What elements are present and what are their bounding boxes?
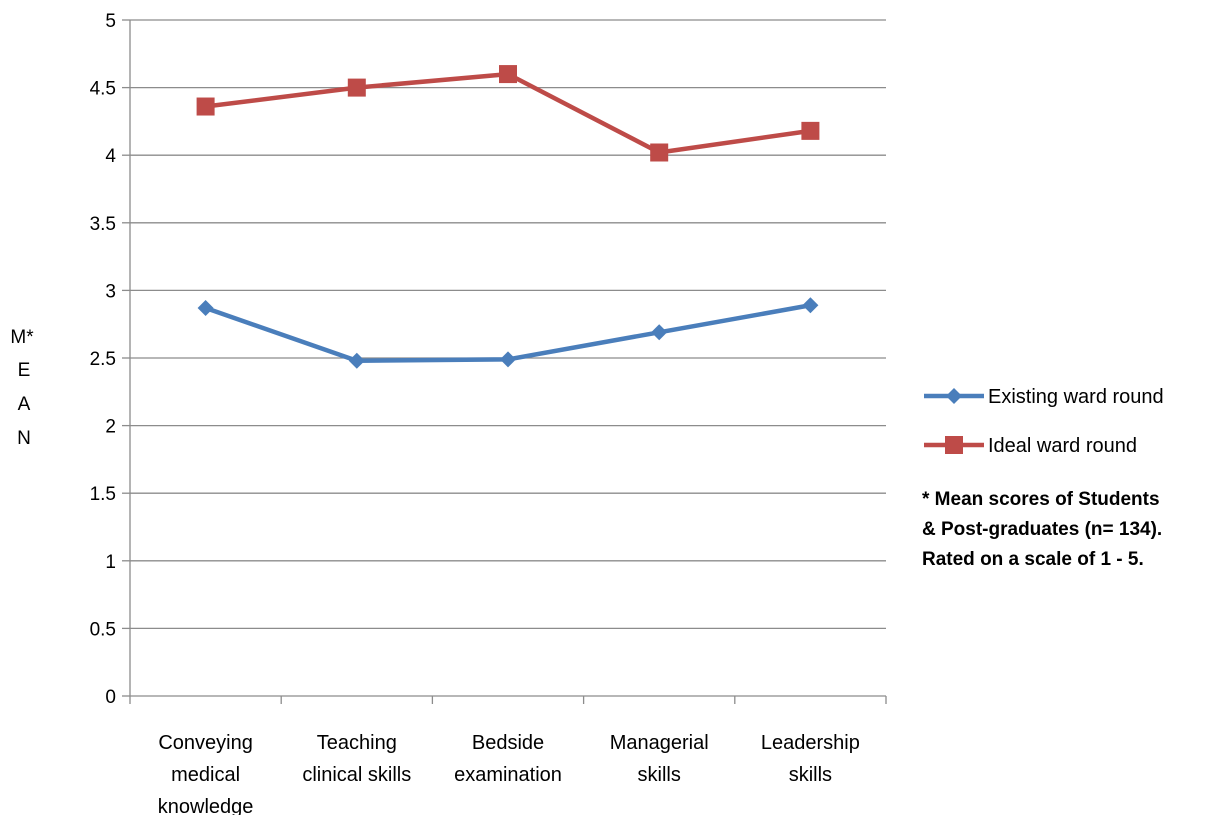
data-point — [801, 121, 820, 140]
y-tick-label: 3.5 — [90, 214, 116, 235]
x-tick-label: Teaching — [317, 732, 397, 754]
y-axis-label-part: N — [17, 428, 31, 449]
x-tick-label: medical — [171, 764, 240, 786]
x-tick-label: skills — [638, 764, 681, 786]
y-tick-label: 4.5 — [90, 79, 116, 100]
data-point — [802, 297, 819, 314]
x-tick-label: skills — [789, 764, 832, 786]
y-tick-label: 3 — [105, 281, 116, 302]
x-tick-label: clinical skills — [302, 764, 411, 786]
legend-item: Existing ward round — [924, 386, 1164, 408]
series-group — [196, 65, 820, 369]
x-tick-label: knowledge — [158, 796, 254, 815]
legend-label: Ideal ward round — [988, 435, 1137, 457]
chart-note: * Mean scores of Students & Post-graduate… — [922, 489, 1162, 570]
x-tick-label: Managerial — [610, 732, 709, 754]
series-0 — [197, 297, 819, 369]
y-axis-label-part: M* — [10, 327, 34, 348]
data-point — [946, 388, 962, 404]
legend-item: Ideal ward round — [924, 435, 1137, 457]
y-tick-label: 0 — [105, 687, 116, 708]
data-point — [650, 143, 669, 162]
y-tick-label: 0.5 — [90, 619, 116, 640]
x-tick-label: Conveying — [158, 732, 253, 754]
data-point — [347, 78, 366, 97]
legend: Existing ward round Ideal ward round — [924, 386, 1164, 457]
y-tick-label: 2 — [105, 417, 116, 438]
series-line — [205, 71, 811, 155]
y-tick-labels: 0 0.5 1 1.5 2 2.5 3 3.5 4 4.5 5 — [90, 11, 117, 708]
gridlines — [130, 19, 886, 630]
data-point — [348, 352, 365, 369]
y-tick-label: 4 — [105, 146, 116, 167]
data-point — [499, 65, 517, 84]
axes — [122, 19, 887, 704]
series-1 — [196, 65, 820, 162]
note-line: & Post-graduates (n= 134). — [922, 519, 1162, 540]
data-point — [651, 324, 668, 341]
y-tick-label: 1 — [105, 552, 116, 573]
data-point — [945, 436, 963, 454]
y-tick-label: 1.5 — [90, 484, 116, 505]
data-point — [196, 97, 215, 116]
y-axis-label: M* EAN — [10, 327, 34, 449]
legend-label: Existing ward round — [988, 386, 1164, 408]
y-axis-label-part: A — [18, 394, 31, 415]
x-tick-label: examination — [454, 764, 562, 786]
data-point — [500, 351, 516, 368]
y-axis-label-part: E — [18, 360, 31, 381]
y-tick-label: 2.5 — [90, 349, 116, 370]
x-tick-label: Leadership — [761, 732, 860, 754]
y-tick-label: 5 — [105, 11, 116, 32]
data-point — [197, 299, 214, 316]
note-line: Rated on a scale of 1 - 5. — [922, 549, 1144, 570]
note-line: * Mean scores of Students — [922, 489, 1160, 510]
x-tick-label: Bedside — [472, 732, 544, 754]
x-tick-labels: Conveying medical knowledge Teaching clinica… — [158, 732, 860, 815]
